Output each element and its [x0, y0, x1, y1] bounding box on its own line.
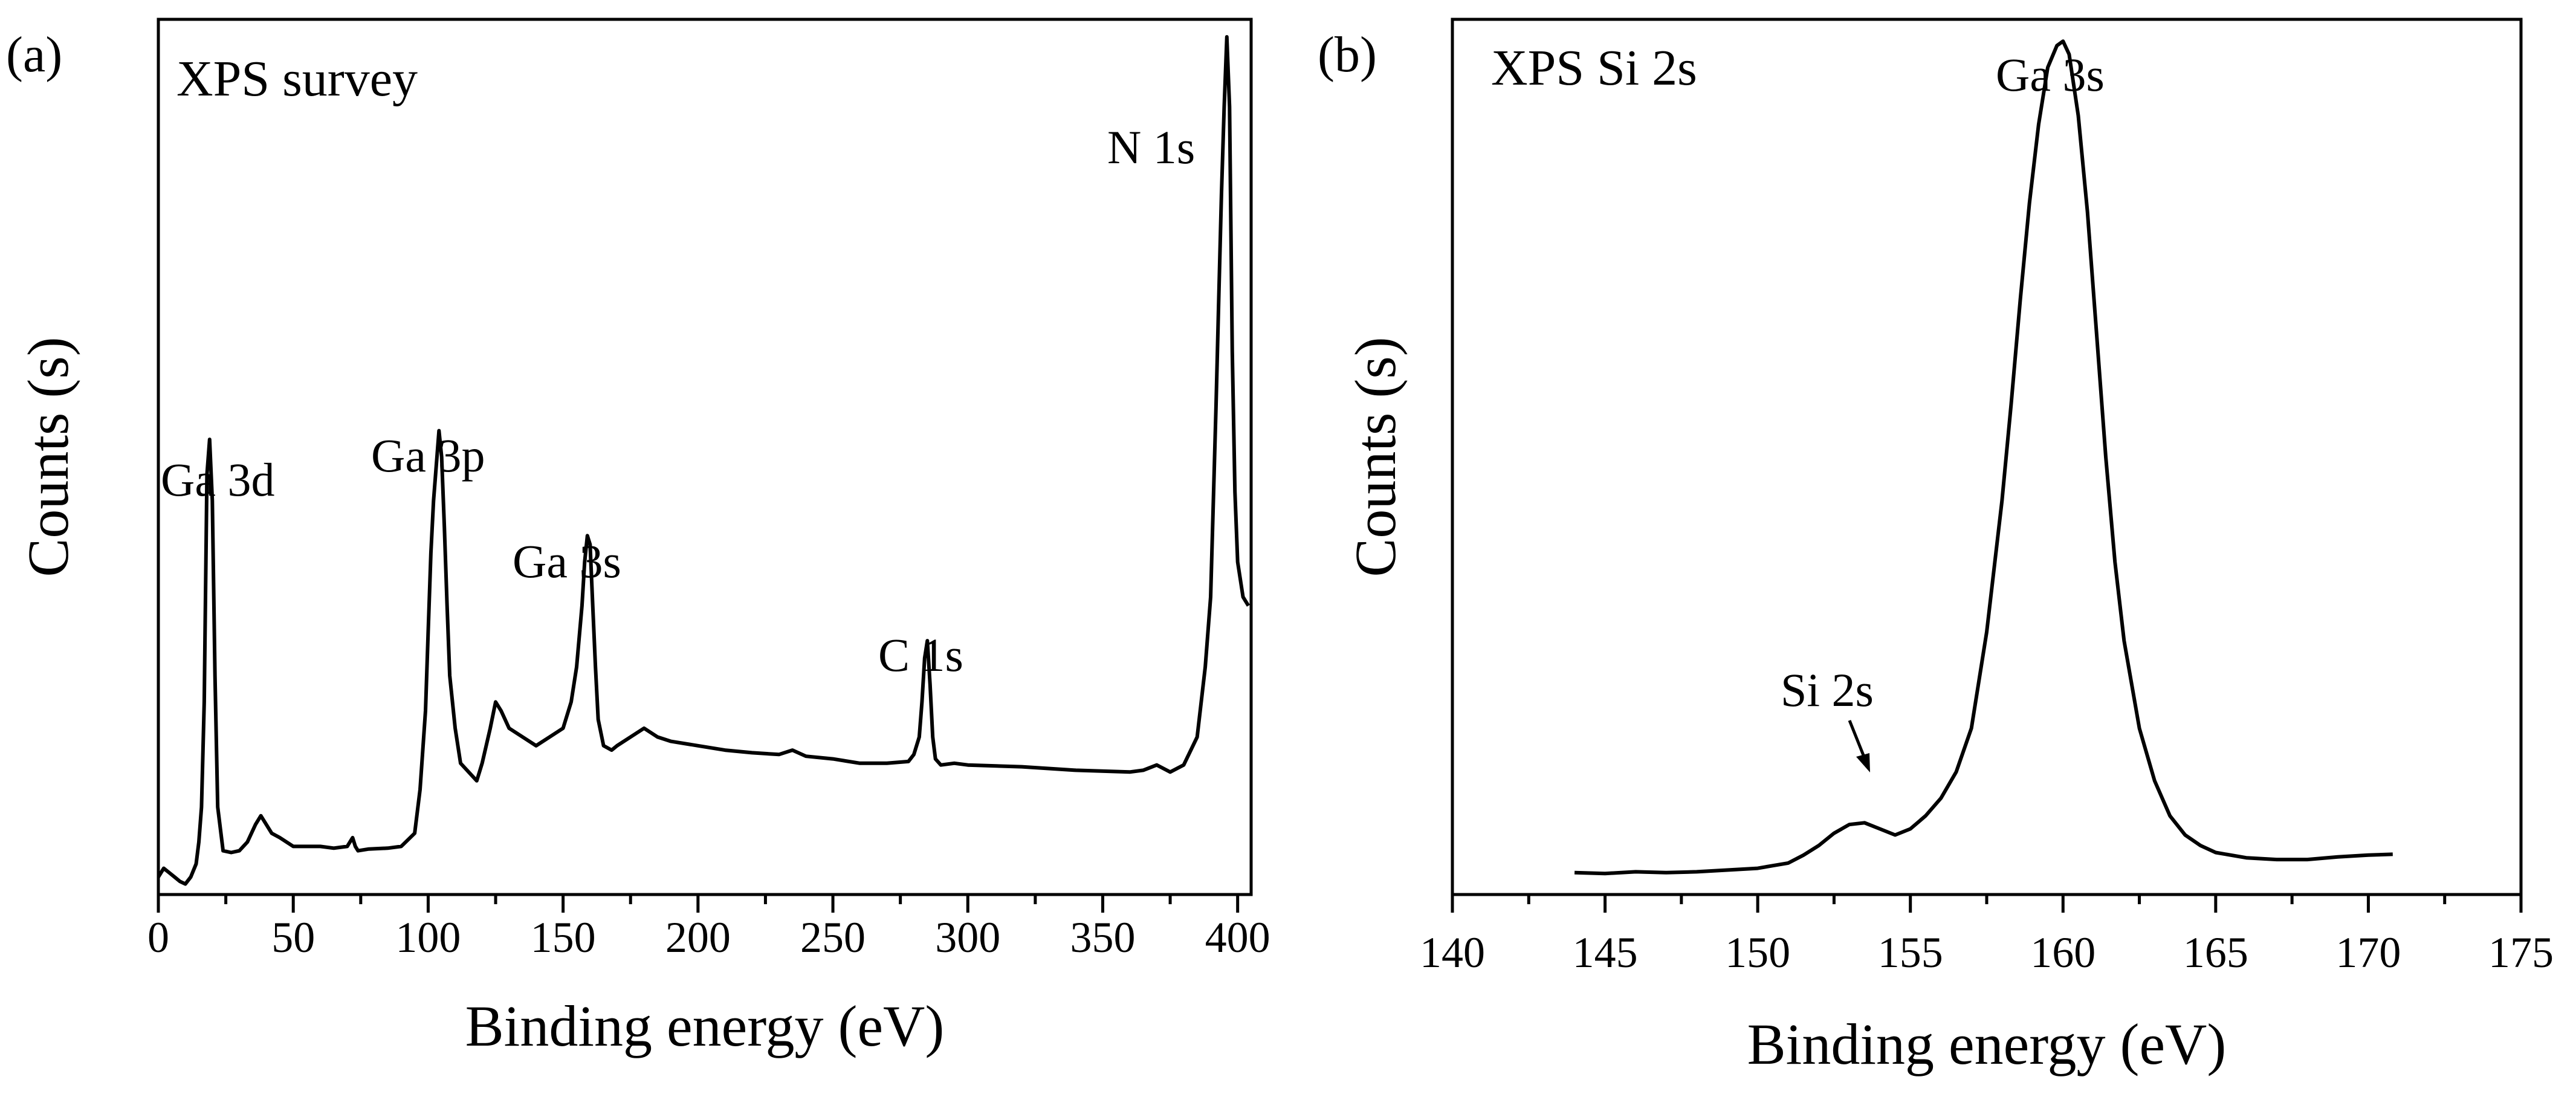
panel-a-peak-ga3d: Ga 3d: [161, 453, 274, 506]
panel-a-x-tick-label: 100: [395, 913, 461, 962]
panel-a-x-tick-label: 400: [1205, 913, 1270, 962]
panel-b-peak-si2s: Si 2s: [1781, 664, 1874, 716]
panel-b-label: (b): [1318, 27, 1377, 83]
panel-a-x-tick-label: 350: [1070, 913, 1135, 962]
panel-a-x-tick-label: 50: [271, 913, 315, 962]
panel-b-si2s-arrowhead: [1856, 753, 1870, 772]
panel-a-peak-n1s: N 1s: [1107, 121, 1195, 173]
panel-b-series-line: [1574, 39, 2393, 876]
panel-a-plot-frame: [157, 18, 1253, 896]
panel-b-plot-frame: [1451, 18, 2523, 896]
panel-b-x-tick-label: 145: [1573, 928, 1638, 977]
panel-a-y-axis-label: Counts (s): [16, 337, 80, 577]
panel-b-x-tick-label: 165: [2183, 928, 2248, 977]
panel-a-x-tick-label: 200: [665, 913, 731, 962]
panel-a-x-tick-label: 150: [531, 913, 596, 962]
panel-a-peak-c1s: C 1s: [878, 629, 963, 681]
panel-a-peak-ga3s: Ga 3s: [513, 535, 621, 587]
panel-a-series-line: [157, 35, 1251, 886]
panel-b-title: XPS Si 2s: [1491, 40, 1697, 96]
panel-b-x-tick-label: 150: [1725, 928, 1790, 977]
panel-a: (a) XPS survey 0 50 100 150 200 250 300 350 400 …: [6, 18, 1270, 1058]
panel-a-label: (a): [6, 27, 62, 83]
panel-b-x-tick-label: 170: [2335, 928, 2401, 977]
panel-b-x-tick-label: 175: [2488, 928, 2554, 977]
panel-b-x-tick-label: 160: [2030, 928, 2095, 977]
panel-b-y-axis-label: Counts (s): [1343, 337, 1408, 577]
panel-a-x-tick-label: 300: [935, 913, 1000, 962]
panel-b-x-ticks: 140 145 150 155 160 165 170 175: [1420, 895, 2554, 977]
panel-a-x-tick-label: 250: [800, 913, 866, 962]
panel-a-title: XPS survey: [176, 51, 418, 107]
panel-b-x-tick-label: 140: [1420, 928, 1485, 977]
panel-a-x-ticks: 0 50 100 150 200 250 300 350 400: [147, 895, 1270, 962]
panel-a-x-axis-label: Binding energy (eV): [465, 994, 945, 1058]
panel-b-x-tick-label: 155: [1878, 928, 1943, 977]
panel-b-x-axis-label: Binding energy (eV): [1747, 1012, 2227, 1076]
panel-a-x-tick-label: 0: [147, 913, 169, 962]
panel-b-peak-ga3s: Ga 3s: [1996, 48, 2105, 101]
panel-b: (b) XPS Si 2s 140 145 150 155 160 165 170 175 S…: [1318, 18, 2554, 1076]
panel-a-peak-ga3p: Ga 3p: [371, 429, 485, 482]
